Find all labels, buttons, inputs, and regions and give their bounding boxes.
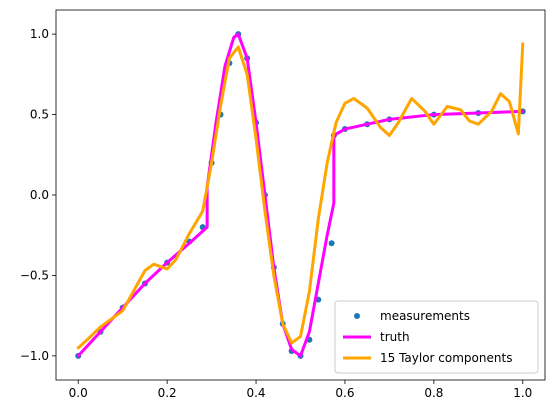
- measurements-legend-label: measurements: [380, 309, 470, 323]
- x-tick-label: 0.4: [246, 386, 265, 400]
- x-tick-label: 1.0: [513, 386, 532, 400]
- y-tick-label: 0.5: [30, 108, 49, 122]
- y-axis: −1.0 −0.5 0.0 0.5 1.0: [20, 27, 56, 363]
- x-tick-label: 0.0: [69, 386, 88, 400]
- truth-line: [76, 32, 525, 358]
- measurements-legend-marker: [354, 313, 360, 319]
- y-tick-label: 0.0: [30, 188, 49, 202]
- series-layer: [75, 31, 526, 359]
- 15-taylor-components-legend-label: 15 Taylor components: [380, 351, 512, 365]
- y-tick-label: −1.0: [20, 349, 49, 363]
- y-tick-label: −0.5: [20, 268, 49, 282]
- measurements-point: [328, 240, 335, 247]
- x-axis: 0.0 0.2 0.4 0.6 0.8 1.0: [69, 380, 532, 400]
- legend: measurements truth 15 Taylor components: [334, 300, 539, 374]
- 15-taylor-components-line: [76, 42, 525, 350]
- y-tick-label: 1.0: [30, 27, 49, 41]
- x-tick-label: 0.6: [335, 386, 354, 400]
- x-tick-label: 0.2: [158, 386, 177, 400]
- truth-legend-label: truth: [380, 330, 410, 344]
- x-tick-label: 0.8: [424, 386, 443, 400]
- legend-box: [334, 300, 539, 374]
